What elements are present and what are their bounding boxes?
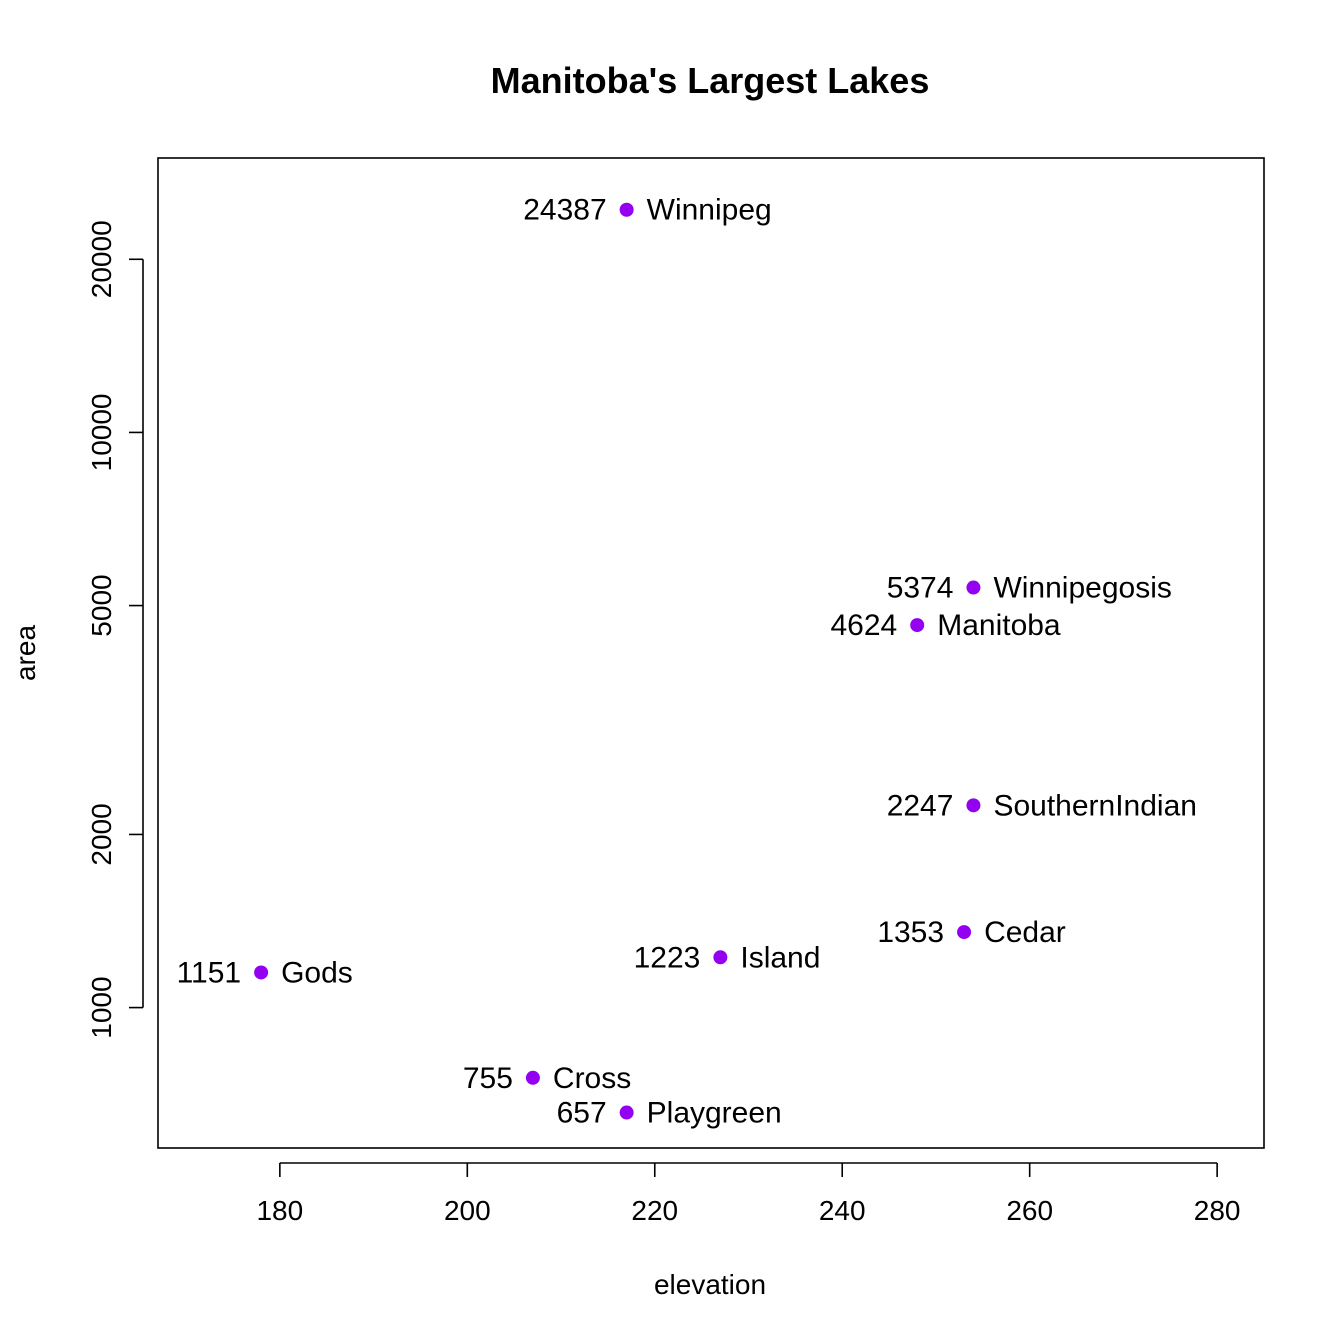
x-tick-label: 260 — [1006, 1195, 1053, 1226]
point-name-label: Cross — [553, 1062, 631, 1095]
point-name-label: Winnipeg — [647, 194, 772, 227]
point-value-label: 5374 — [887, 572, 954, 605]
point-value-label: 24387 — [523, 194, 606, 227]
lake-point-winnipegosis: 5374 Winnipegosis — [887, 572, 1172, 605]
x-tick-label: 240 — [819, 1195, 866, 1226]
point-name-label: Playgreen — [647, 1097, 782, 1130]
point-value-label: 4624 — [830, 609, 897, 642]
x-tick-label: 220 — [631, 1195, 678, 1226]
point-marker — [619, 1105, 634, 1120]
lake-point-playgreen: 657 Playgreen — [557, 1097, 782, 1130]
point-value-label: 657 — [557, 1097, 607, 1130]
point-value-label: 2247 — [887, 789, 954, 822]
y-axis-label: area — [10, 625, 41, 681]
point-marker — [966, 580, 981, 595]
x-tick-label: 200 — [444, 1195, 491, 1226]
point-marker — [619, 202, 634, 217]
point-name-label: Winnipegosis — [993, 572, 1171, 605]
point-marker — [957, 925, 972, 940]
point-value-label: 1223 — [634, 941, 701, 974]
chart-title: Manitoba's Largest Lakes — [491, 60, 930, 101]
point-marker — [910, 618, 925, 633]
lake-point-island: 1223 Island — [634, 941, 821, 974]
point-marker — [525, 1070, 540, 1085]
x-tick-label: 280 — [1194, 1195, 1241, 1226]
y-axis: 1000 2000 5000 10000 20000 — [86, 220, 144, 1039]
y-tick-label: 10000 — [86, 393, 117, 471]
point-marker — [254, 965, 269, 980]
point-marker — [713, 950, 728, 965]
y-tick-label: 20000 — [86, 220, 117, 298]
data-points: 24387 Winnipeg 5374 Winnipegosis 4624 Manitob… — [177, 194, 1197, 1130]
point-name-label: Manitoba — [937, 609, 1061, 642]
lake-point-gods: 1151 Gods — [177, 956, 353, 989]
plot-frame — [157, 157, 1265, 1149]
point-name-label: SouthernIndian — [993, 789, 1197, 822]
point-name-label: Gods — [281, 956, 353, 989]
lake-point-cedar: 1353 Cedar — [877, 916, 1065, 949]
point-name-label: Cedar — [984, 916, 1066, 949]
lake-point-cross: 755 Cross — [463, 1062, 631, 1095]
point-marker — [966, 798, 981, 813]
point-value-label: 755 — [463, 1062, 513, 1095]
lake-point-manitoba: 4624 Manitoba — [830, 609, 1060, 642]
y-tick-label: 2000 — [86, 803, 117, 865]
x-axis-label: elevation — [654, 1269, 766, 1300]
point-value-label: 1353 — [877, 916, 944, 949]
y-tick-label: 1000 — [86, 976, 117, 1038]
x-tick-label: 180 — [256, 1195, 303, 1226]
point-value-label: 1151 — [177, 956, 242, 989]
x-axis: 180 200 220 240 260 280 — [256, 1162, 1241, 1226]
lake-point-southernindian: 2247 SouthernIndian — [887, 789, 1197, 822]
point-name-label: Island — [740, 941, 820, 974]
y-tick-label: 5000 — [86, 574, 117, 636]
lake-point-winnipeg: 24387 Winnipeg — [523, 194, 772, 227]
